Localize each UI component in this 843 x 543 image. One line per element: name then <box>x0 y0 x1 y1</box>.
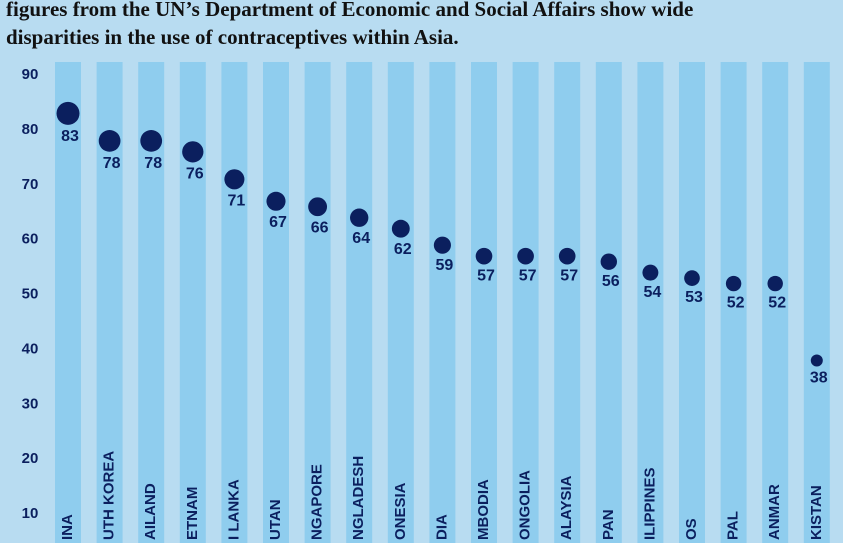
value-label: 53 <box>685 289 703 306</box>
value-label: 54 <box>644 284 662 301</box>
y-tick-label: 70 <box>22 176 39 193</box>
value-label: 67 <box>269 214 287 231</box>
x-tick-label: AILAND <box>142 483 159 540</box>
dot <box>684 270 700 286</box>
dot <box>308 197 328 217</box>
value-label: 57 <box>477 268 495 285</box>
column-stripe <box>512 62 539 543</box>
x-tick-label: PAL <box>725 511 742 540</box>
value-label: 83 <box>61 128 79 145</box>
x-tick-label: ETNAM <box>184 487 201 540</box>
x-tick-label: ANMAR <box>766 484 783 540</box>
dot <box>350 208 369 227</box>
value-label: 38 <box>810 370 828 387</box>
value-label: 76 <box>186 166 204 183</box>
x-tick-label: UTAN <box>267 499 284 540</box>
column-stripe <box>387 62 414 543</box>
column-stripe <box>346 62 373 543</box>
value-label: 56 <box>602 273 620 290</box>
y-tick-label: 80 <box>22 121 39 138</box>
x-tick-label: ONGOLIA <box>517 470 534 540</box>
column-stripe <box>595 62 622 543</box>
column-stripe <box>263 62 289 543</box>
dot <box>642 264 659 281</box>
y-tick-label: 90 <box>22 66 39 83</box>
column-stripe <box>554 62 581 543</box>
x-tick-label: PAN <box>600 509 617 540</box>
column-stripe <box>762 62 789 543</box>
column-stripe <box>720 62 747 543</box>
column-stripe <box>221 62 248 543</box>
dot <box>56 101 80 125</box>
y-tick-label: 60 <box>22 231 39 248</box>
value-label: 71 <box>228 193 246 210</box>
value-label: 62 <box>394 241 412 258</box>
y-tick-label: 30 <box>22 395 39 412</box>
dot <box>266 191 286 211</box>
column-stripe <box>679 62 705 543</box>
dot <box>810 354 823 367</box>
column-stripe <box>179 62 206 543</box>
x-tick-label: OS <box>683 518 700 540</box>
x-tick-label: DIA <box>433 514 450 540</box>
x-tick-label: NGAPORE <box>309 464 326 540</box>
x-tick-label: NGLADESH <box>350 456 367 540</box>
column-stripe <box>471 62 497 543</box>
y-tick-label: 50 <box>22 286 39 303</box>
column-stripe <box>637 62 664 543</box>
column-stripe <box>803 62 830 543</box>
y-tick-label: 10 <box>22 505 39 522</box>
value-label: 57 <box>519 268 537 285</box>
column-stripe <box>55 62 81 543</box>
dot <box>725 275 742 292</box>
x-tick-label: UTH KOREA <box>101 451 118 540</box>
dot <box>475 247 493 265</box>
dot <box>182 141 204 163</box>
dot <box>140 129 163 152</box>
subtitle-line: figures from the UN’s Department of Econ… <box>6 0 693 21</box>
y-tick-label: 20 <box>22 450 39 467</box>
subtitle-line: disparities in the use of contraceptives… <box>6 25 459 49</box>
y-tick-label: 40 <box>22 340 39 357</box>
value-label: 59 <box>436 257 454 274</box>
x-tick-label: ALAYSIA <box>558 475 575 540</box>
dot <box>517 247 534 265</box>
dot <box>558 247 576 265</box>
x-tick-label: MBODIA <box>475 479 492 540</box>
x-tick-label: KISTAN <box>808 485 825 540</box>
column-stripe <box>304 62 331 543</box>
dot <box>98 129 121 152</box>
dot <box>767 275 783 292</box>
x-tick-label: INA <box>59 514 76 540</box>
value-label: 52 <box>768 295 786 312</box>
x-tick-label: ILIPPINES <box>641 467 658 540</box>
x-tick-label: ONESIA <box>392 482 409 540</box>
value-label: 78 <box>144 155 162 172</box>
column-stripe <box>429 62 456 543</box>
value-label: 64 <box>352 230 370 247</box>
value-label: 66 <box>311 219 329 236</box>
dot <box>600 253 617 270</box>
dot <box>224 169 245 190</box>
dot <box>433 236 451 254</box>
value-label: 52 <box>727 295 745 312</box>
dot <box>391 219 410 238</box>
value-label: 57 <box>560 268 578 285</box>
value-label: 78 <box>103 155 121 172</box>
x-tick-label: I LANKA <box>225 479 242 540</box>
